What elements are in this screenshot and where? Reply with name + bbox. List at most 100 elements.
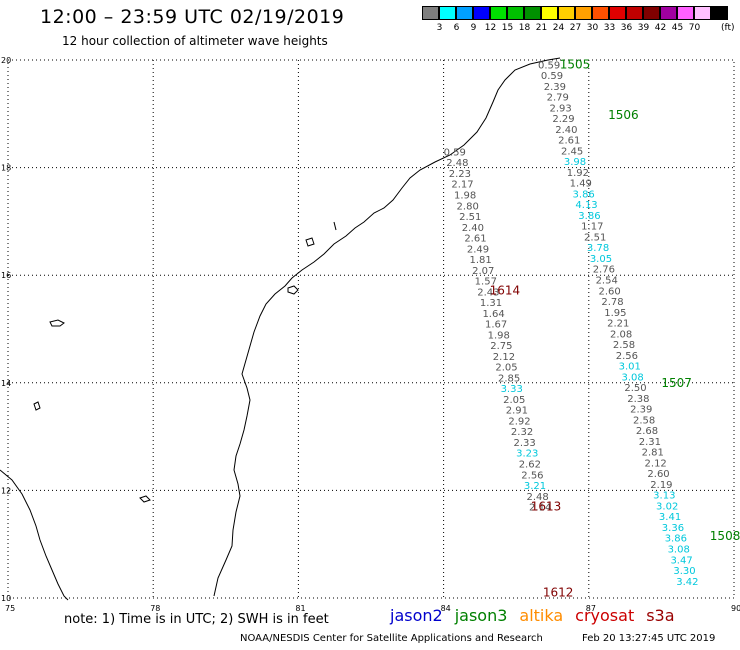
lat-tick-label: 12 <box>1 486 11 495</box>
legend-label: 30 <box>586 23 599 33</box>
wave-height-value: 2.45 <box>561 146 583 157</box>
wave-height-value: 2.32 <box>511 427 533 438</box>
wave-height-value: 2.80 <box>457 201 479 212</box>
wave-height-value: 3.13 <box>653 491 675 502</box>
legend-label: 33 <box>603 23 616 33</box>
wave-height-value: 2.21 <box>607 319 629 330</box>
satellite-altika: altika <box>519 606 564 625</box>
wave-height-value: 2.07 <box>472 266 494 277</box>
wave-height-value: 3.23 <box>516 449 538 460</box>
wave-height-value: 2.60 <box>647 469 669 480</box>
pass-number-label: 1505 <box>560 57 591 71</box>
wave-height-value: 1.31 <box>480 298 502 309</box>
wave-height-value: 3.08 <box>621 372 643 383</box>
wave-height-value: 2.75 <box>490 341 512 352</box>
wave-height-value: 2.68 <box>636 426 658 437</box>
wave-height-value: 2.92 <box>508 416 530 427</box>
wave-height-value: 2.58 <box>633 415 655 426</box>
legend-swatch <box>643 6 660 20</box>
lat-tick-label: 10 <box>1 594 11 603</box>
island-a <box>287 285 299 295</box>
footer-note: note: 1) Time is in UTC; 2) SWH is in fe… <box>64 612 329 627</box>
pass-number-label: 1506 <box>608 108 639 122</box>
satellite-cryosat: cryosat <box>575 606 635 625</box>
wave-height-value: 3.36 <box>662 523 684 534</box>
wave-height-value: 2.56 <box>521 470 543 481</box>
island-e <box>305 237 315 247</box>
legend-label: 9 <box>470 23 477 33</box>
wave-height-value: 2.54 <box>596 276 618 287</box>
legend-label: 42 <box>654 23 667 33</box>
wave-height-value: 2.05 <box>495 363 517 374</box>
wave-height-value: 2.29 <box>552 114 574 125</box>
wave-height-value: 3.21 <box>524 481 546 492</box>
legend-swatch <box>524 6 541 20</box>
legend-swatch <box>677 6 694 20</box>
wave-height-value: 3.98 <box>564 157 586 168</box>
wave-height-value: 2.23 <box>449 169 471 180</box>
wave-height-value: 2.61 <box>558 136 580 147</box>
wave-height-value: 2.38 <box>627 394 649 405</box>
wave-height-value: 2.48 <box>526 492 548 503</box>
wave-height-value: 2.76 <box>593 265 615 276</box>
lon-tick-label: 75 <box>5 604 15 613</box>
legend-label: 18 <box>518 23 531 33</box>
wave-height-value: 2.85 <box>498 373 520 384</box>
wave-height-value: 1.98 <box>488 330 510 341</box>
pass-number-label: 1613 <box>531 500 562 514</box>
legend-swatch <box>439 6 456 20</box>
legend-swatch <box>609 6 626 20</box>
wave-height-value: 3.05 <box>590 254 612 265</box>
wave-height-value: 2.78 <box>601 297 623 308</box>
wave-height-value: 1.49 <box>570 179 592 190</box>
wave-height-value: 2.05 <box>503 395 525 406</box>
lat-tick-label: 14 <box>1 379 11 388</box>
wave-height-value: 2.08 <box>610 329 632 340</box>
legend-label: 24 <box>552 23 565 33</box>
wave-height-value: 3.30 <box>673 566 695 577</box>
legend-swatch <box>456 6 473 20</box>
wave-height-value: 3.08 <box>668 545 690 556</box>
wave-height-value: 3.86 <box>578 211 600 222</box>
wave-height-value: 3.86 <box>665 534 687 545</box>
island-b <box>49 319 65 327</box>
legend-label: 45 <box>671 23 684 33</box>
legend-swatch <box>694 6 711 20</box>
wave-height-value: 3.78 <box>587 243 609 254</box>
satellite-jason2: jason2 <box>390 606 443 625</box>
wave-height-value: 3.41 <box>659 512 681 523</box>
legend-swatch <box>575 6 592 20</box>
lat-tick-label: 18 <box>1 164 11 173</box>
wave-height-value: 2.31 <box>639 437 661 448</box>
wave-height-value: 1.92 <box>567 168 589 179</box>
legend-swatch <box>507 6 524 20</box>
wave-height-value: 2.56 <box>616 351 638 362</box>
wave-height-value: 2.51 <box>459 212 481 223</box>
legend-label: 39 <box>637 23 650 33</box>
wave-height-value: 2.58 <box>613 340 635 351</box>
wave-height-value: 2.39 <box>544 82 566 93</box>
legend-unit: (ft) <box>721 23 735 33</box>
wave-height-value: 3.02 <box>656 501 678 512</box>
map-subtitle: 12 hour collection of altimeter wave hei… <box>62 34 328 48</box>
wave-height-value: 1.81 <box>469 255 491 266</box>
wave-height-value: 1.98 <box>454 191 476 202</box>
wave-height-value: 0.59 <box>444 147 466 158</box>
wave-height-value: 2.33 <box>514 438 536 449</box>
wave-height-value: 2.43 <box>477 287 499 298</box>
wave-height-value: 3.86 <box>573 189 595 200</box>
wave-height-value: 2.19 <box>650 480 672 491</box>
legend-swatch <box>473 6 490 20</box>
wave-height-value: 1.95 <box>604 308 626 319</box>
wave-height-value: 2.60 <box>598 286 620 297</box>
lat-tick-label: 20 <box>1 56 11 65</box>
wave-height-value: 2.12 <box>645 458 667 469</box>
lon-tick-label: 90 <box>731 604 740 613</box>
legend-swatch <box>711 6 728 20</box>
legend-label: 15 <box>501 23 514 33</box>
map-title: 12:00 – 23:59 UTC 02/19/2019 <box>40 6 345 28</box>
lon-tick-label: 87 <box>586 604 596 613</box>
wave-height-value: 0.59 <box>541 71 563 82</box>
wave-height-value: 2.91 <box>506 406 528 417</box>
